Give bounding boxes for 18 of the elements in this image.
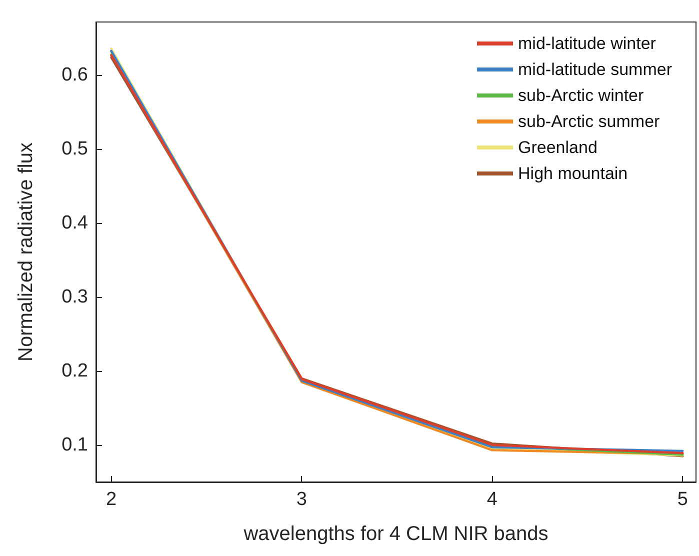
legend-label: sub-Arctic winter <box>518 86 644 105</box>
x-tick-label: 4 <box>486 489 498 510</box>
x-axis-title: wavelengths for 4 CLM NIR bands <box>242 523 548 545</box>
legend-label: High mountain <box>518 164 628 183</box>
y-tick-label: 0.5 <box>62 138 88 160</box>
y-tick-label: 0.2 <box>62 360 88 382</box>
legend-label: mid-latitude summer <box>518 60 672 79</box>
x-tick-label: 2 <box>106 489 117 510</box>
y-axis-title: Normalized radiative flux <box>15 142 37 362</box>
y-tick-label: 0.3 <box>62 286 88 308</box>
y-tick-label: 0.4 <box>62 212 88 234</box>
legend-label: sub-Arctic summer <box>518 112 660 131</box>
y-tick-label: 0.6 <box>62 64 88 86</box>
legend-label: mid-latitude winter <box>518 34 656 53</box>
x-tick-label: 3 <box>296 489 308 510</box>
legend-label: Greenland <box>518 138 598 157</box>
x-tick-label: 5 <box>677 489 688 510</box>
y-tick-label: 0.1 <box>62 434 88 456</box>
